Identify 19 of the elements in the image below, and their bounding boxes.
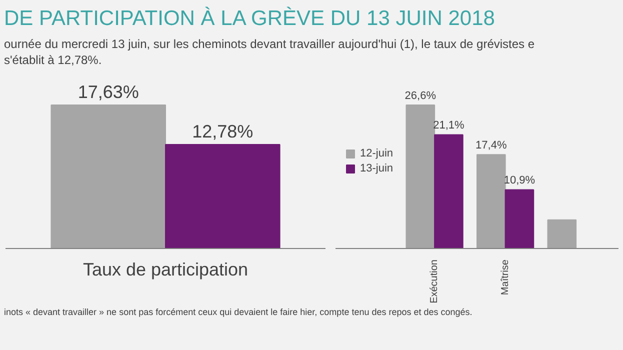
chart-title: DE PARTICIPATION À LA GRÈVE DU 13 JUIN 2018 xyxy=(4,6,495,32)
x-tick-label: Exécution xyxy=(429,260,440,304)
x-axis-title: Taux de participation xyxy=(82,260,248,280)
bar xyxy=(434,134,464,249)
legend-label: 12-juin xyxy=(360,147,394,160)
data-label: 17,4% xyxy=(476,140,507,152)
data-label: 17,63% xyxy=(78,82,139,102)
x-tick-label: Maîtrise xyxy=(500,259,511,296)
text: inots « devant travailler » ne sont pas forcément ceux qui devaient le faire hier, compte tenu des repos et des congés. xyxy=(4,306,472,320)
chart-subtitle: ournée du mercredi 13 juin, sur les cheminots devant travailler aujourd'hui (1), le taux de grévistes e s'établit à 12,78%. xyxy=(4,36,535,68)
bar xyxy=(406,104,436,249)
bar xyxy=(476,154,506,249)
bar xyxy=(547,220,577,249)
data-label: 10,9% xyxy=(504,175,536,188)
bar xyxy=(504,190,534,249)
legend-label: 13-juin xyxy=(360,162,394,174)
data-label: 26,6% xyxy=(404,90,436,102)
data-label: 12,78% xyxy=(192,122,254,142)
data-label: 21,1% xyxy=(433,120,465,132)
